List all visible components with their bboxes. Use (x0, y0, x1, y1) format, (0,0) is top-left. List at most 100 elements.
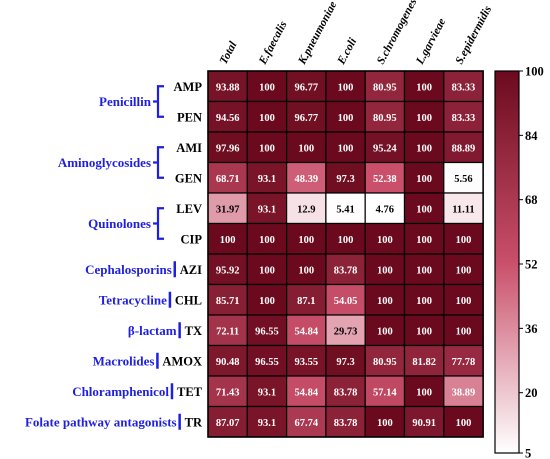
row-label: CHL (175, 293, 202, 307)
cell-value-label: 72.11 (216, 326, 239, 337)
heatmap-cell (443, 100, 484, 133)
heatmap-cell (364, 314, 406, 347)
cell-value-label: 93.88 (216, 82, 240, 93)
cell-value-label: 52.38 (373, 174, 397, 185)
cell-value-label: 83.33 (452, 82, 476, 93)
cell-value-label: 54.84 (294, 326, 318, 337)
cell-value-label: 100 (456, 235, 472, 246)
cell-value-label: 29.73 (334, 326, 358, 337)
cell-value-label: 31.97 (216, 204, 240, 215)
cell-value-label: 95.92 (216, 265, 240, 276)
row-label: AMP (174, 80, 203, 94)
heatmap-cell (443, 283, 484, 316)
cell-value-label: 88.89 (452, 143, 476, 154)
cell-value-label: 93.1 (258, 387, 276, 398)
cell-value-label: 93.1 (258, 174, 276, 185)
group-label: Cephalosporins (85, 262, 172, 277)
cell-value-label: 100 (416, 296, 432, 307)
cell-value-label: 100 (416, 387, 432, 398)
cell-value-label: 93.1 (258, 418, 276, 429)
cell-value-label: 100 (298, 265, 314, 276)
cell-value-label: 83.33 (452, 113, 476, 124)
heatmap-cell (443, 375, 484, 408)
cell-value-label: 97.96 (216, 143, 240, 154)
heatmap-cell (246, 161, 288, 194)
cell-value-label: 100 (416, 82, 432, 93)
cell-value-label: 93.1 (258, 204, 276, 215)
cell-value-label: 12.9 (297, 204, 315, 215)
cell-value-label: 77.78 (452, 357, 476, 368)
cell-value-label: 5.56 (454, 174, 472, 185)
cell-value-label: 100 (338, 113, 354, 124)
row-label: TR (185, 415, 203, 429)
cell-value-label: 100 (338, 82, 354, 93)
heatmap-cell (364, 131, 406, 164)
heatmap-cell (443, 222, 484, 255)
colorbar-tick-label: 100 (525, 65, 544, 79)
group-label: Penicillin (99, 94, 152, 109)
column-label: L.garvieae (414, 17, 449, 68)
heatmap-cell (325, 375, 366, 408)
cell-value-label: 100 (298, 143, 314, 154)
heatmap-cell (403, 375, 445, 408)
cell-value-label: 100 (220, 235, 236, 246)
colorbar-tick-label: 84 (525, 129, 538, 143)
cell-value-label: 100 (259, 82, 275, 93)
cell-value-label: 94.56 (216, 113, 240, 124)
heatmap-cell (207, 161, 248, 194)
cell-value-label: 100 (416, 204, 432, 215)
cell-value-label: 80.95 (373, 113, 397, 124)
heatmap-cell (364, 375, 406, 408)
cell-value-label: 96.55 (255, 357, 279, 368)
cell-value-label: 100 (416, 143, 432, 154)
row-label: TX (185, 324, 202, 338)
group-bracket (153, 146, 164, 179)
column-label: Total (218, 39, 240, 66)
row-label: GEN (175, 171, 202, 185)
heatmap-cell (207, 222, 248, 255)
group-bracket (153, 207, 164, 240)
cell-value-label: 67.74 (294, 418, 318, 429)
row-label: AMI (176, 141, 202, 155)
column-label: K.pneumoniae (296, 0, 340, 67)
heatmap-cell (403, 344, 445, 377)
cell-value-label: 85.71 (216, 296, 240, 307)
row-label: CIP (180, 232, 202, 246)
cell-value-label: 100 (416, 235, 432, 246)
cell-value-label: 100 (416, 174, 432, 185)
column-label: E.coli (335, 36, 359, 68)
heatmap-cell (443, 131, 484, 164)
cell-value-label: 11.11 (452, 204, 474, 215)
colorbar-tick-label: 20 (525, 386, 538, 400)
cell-value-label: 100 (377, 265, 393, 276)
heatmap-cell (403, 253, 445, 286)
cell-value-label: 100 (259, 235, 275, 246)
row-label: LEV (176, 202, 202, 216)
cell-value-label: 100 (259, 113, 275, 124)
heatmap-cell (286, 253, 327, 286)
row-label: AMOX (162, 354, 202, 368)
cell-value-label: 68.71 (216, 174, 240, 185)
row-label: PEN (177, 110, 202, 124)
cell-value-label: 100 (259, 296, 275, 307)
cell-value-label: 100 (456, 265, 472, 276)
heatmap-cell (325, 283, 366, 316)
row-label: TET (177, 385, 203, 399)
cell-value-label: 100 (456, 296, 472, 307)
heatmap-border (207, 70, 484, 438)
cell-value-label: 93.55 (294, 357, 318, 368)
cell-value-label: 38.89 (452, 387, 476, 398)
heatmap-cell (364, 283, 406, 316)
cell-value-label: 90.91 (412, 418, 436, 429)
cell-value-label: 96.77 (294, 113, 318, 124)
cell-value-label: 100 (259, 265, 275, 276)
cell-value-label: 87.07 (216, 418, 240, 429)
cell-value-label: 100 (416, 113, 432, 124)
heatmap-cell (286, 131, 327, 164)
cell-value-label: 97.3 (336, 174, 354, 185)
cell-value-label: 54.05 (334, 296, 358, 307)
cell-value-label: 100 (377, 326, 393, 337)
cell-value-label: 5.41 (336, 204, 354, 215)
cell-value-label: 96.77 (294, 82, 318, 93)
